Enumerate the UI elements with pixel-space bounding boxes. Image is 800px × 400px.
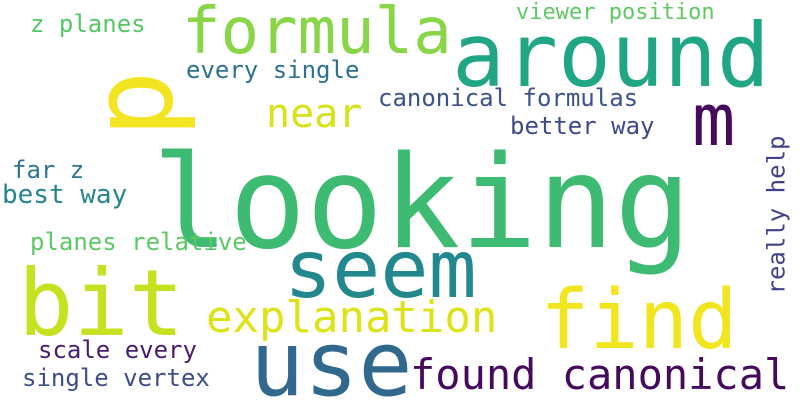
word-formula: formula (182, 0, 452, 69)
word-find: find (540, 273, 738, 368)
word-use: use (250, 312, 413, 400)
word-p: p (68, 70, 199, 138)
word-z-planes: z planes (30, 10, 146, 38)
word-better-way: better way (510, 112, 655, 140)
word-canonical-formulas: canonical formulas (378, 84, 639, 112)
word-m: m (692, 78, 736, 162)
word-single-vertex: single vertex (22, 364, 210, 392)
word-bit: bit (18, 250, 185, 357)
word-looking: looking (152, 129, 692, 278)
word-explanation: explanation (206, 292, 498, 343)
word-really-help: really help (762, 135, 791, 295)
word-planes-relative: planes relative (30, 228, 247, 256)
word-around: around (452, 4, 770, 107)
word-found-canonical: found canonical (410, 350, 790, 399)
word-every-single: every single (186, 56, 360, 84)
word-scale-every: scale every (38, 336, 197, 364)
word-near: near (266, 91, 363, 137)
word-best-way: best way (2, 180, 128, 210)
word-far-z: far z (12, 156, 85, 184)
word-viewer-position: viewer position (516, 0, 715, 25)
word-seem: seem (284, 223, 477, 316)
